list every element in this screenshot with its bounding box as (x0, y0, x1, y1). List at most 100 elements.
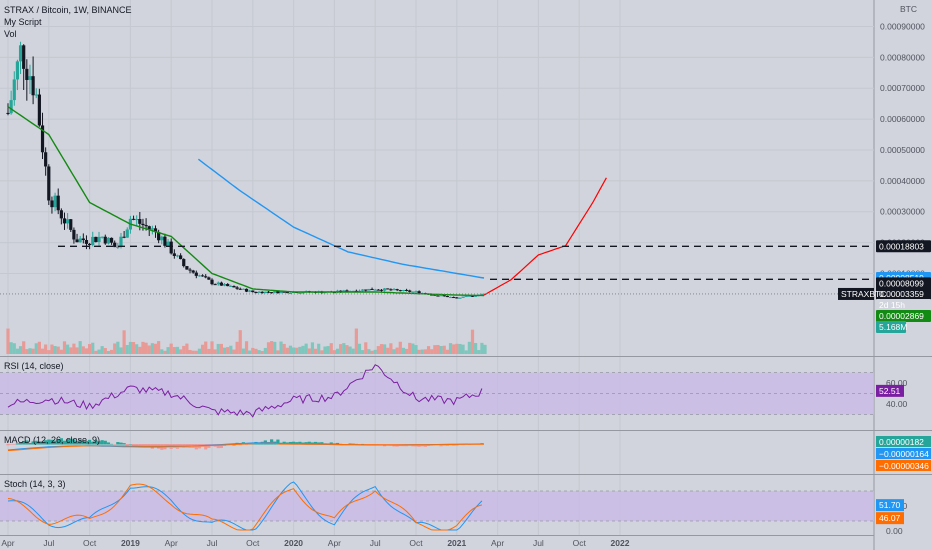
macd-hist-bar (84, 440, 89, 445)
volume-bar (357, 343, 362, 354)
script-label[interactable]: My Script (4, 17, 42, 27)
candle-body (135, 219, 139, 221)
macd-hist-bar (320, 442, 324, 445)
candle-body (200, 275, 205, 277)
rsi-title[interactable]: RSI (14, close) (4, 361, 64, 371)
volume-bar (467, 341, 471, 354)
candle-body (439, 295, 443, 297)
volume-bars (6, 328, 487, 354)
time-tick-label: Apr (165, 538, 178, 548)
volume-bar (62, 341, 67, 354)
macd-hist-bar (219, 444, 224, 449)
time-tick-label: Oct (573, 538, 587, 548)
chart-title[interactable]: STRAX / Bitcoin, 1W, BINANCE (4, 5, 132, 15)
volume-bar (430, 349, 434, 354)
stoch-value: 46.07 (879, 513, 901, 523)
candles (6, 41, 487, 299)
candle-body (288, 292, 293, 294)
volume-bar (304, 343, 308, 354)
volume-bar (128, 341, 132, 354)
macd-hist-bar (103, 440, 107, 445)
candle-body (433, 294, 437, 296)
candle-body (191, 270, 195, 273)
volume-bar (241, 348, 245, 354)
candle-body (448, 297, 453, 299)
candle-body (116, 246, 120, 248)
volume-bar (335, 348, 340, 354)
macd-hist-bar (97, 441, 101, 445)
volume-bar (135, 344, 139, 354)
candle-body (279, 291, 283, 294)
macd-title[interactable]: MACD (12, 26, close, 9) (4, 435, 100, 445)
volume-bar (257, 350, 261, 354)
macd-hist-bar (348, 443, 352, 445)
volume-bar (367, 349, 371, 354)
candle-body (72, 229, 76, 240)
volume-bar (197, 348, 202, 354)
candle-body (452, 297, 456, 299)
rsi-pane[interactable]: 60.00 40.00 52.51 (0, 364, 908, 418)
candle-body (153, 228, 158, 233)
volume-bar (354, 328, 358, 354)
volume-bar (84, 348, 89, 354)
candle-body (188, 269, 192, 271)
time-tick-label: 2019 (121, 538, 140, 548)
volume-bar (373, 349, 377, 354)
candle-body (219, 282, 224, 286)
candle-body (386, 288, 390, 290)
volume-bar (188, 349, 192, 354)
volume-bar (109, 349, 114, 354)
volume-bar (426, 346, 431, 354)
tag-level-high: 0.00018803 (879, 241, 924, 251)
volume-label[interactable]: Vol (4, 29, 17, 39)
volume-bar (433, 345, 437, 354)
volume-bar (106, 350, 111, 354)
candle-body (257, 291, 261, 293)
candle-body (357, 290, 362, 292)
candle-body (50, 200, 54, 208)
time-tick-label: 2022 (611, 538, 630, 548)
volume-bar (229, 345, 233, 354)
macd-hist-bar (15, 443, 20, 445)
candle-body (370, 288, 374, 290)
volume-bar (395, 347, 399, 354)
candle-body (411, 291, 415, 293)
volume-bar (379, 344, 384, 354)
volume-bar (411, 343, 415, 354)
candle-body (404, 289, 409, 291)
volume-bar (210, 341, 214, 354)
price-tick-label: 0.00040000 (880, 176, 925, 186)
candle-body (56, 195, 60, 211)
candle-body (119, 236, 123, 247)
rsi-line (7, 364, 483, 418)
volume-bar (232, 349, 236, 354)
macd-hist-bar (9, 444, 13, 445)
volume-bar (44, 344, 48, 354)
volume-bar (392, 349, 396, 354)
price-tick-label: 0.00060000 (880, 114, 925, 124)
candle-body (323, 292, 327, 294)
volume-bar (464, 350, 468, 354)
candle-body (301, 292, 305, 294)
volume-bar (452, 344, 456, 354)
stoch-title[interactable]: Stoch (14, 3, 3) (4, 479, 66, 489)
volume-bar (78, 341, 82, 354)
candle-body (408, 290, 412, 292)
stoch-value-bg (876, 499, 904, 512)
macd-pane[interactable]: 0.00000182 −0.00000164 −0.00000346 (6, 436, 931, 471)
tag-level-high-bg (876, 240, 931, 253)
candle-body (213, 284, 217, 286)
volume-bar (442, 345, 446, 354)
main-price-pane[interactable] (0, 0, 874, 535)
candle-body (458, 297, 462, 299)
candle-body (59, 210, 63, 219)
tag-volume-bg (876, 320, 906, 333)
volume-bar (282, 343, 286, 354)
candle-body (66, 219, 70, 224)
tag-symbol: STRAXBTC (841, 289, 886, 299)
candle-body (172, 253, 176, 256)
volume-bar (276, 350, 280, 354)
volume-bar (477, 350, 481, 354)
